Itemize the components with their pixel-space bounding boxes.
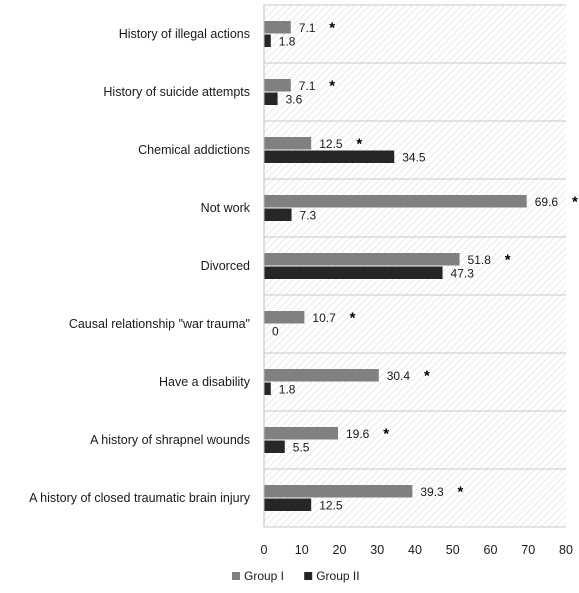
group-i-bar bbox=[264, 485, 413, 498]
category-label: Not work bbox=[201, 201, 251, 215]
x-tick-label: 30 bbox=[370, 543, 384, 557]
category-label: History of illegal actions bbox=[119, 27, 250, 41]
group-i-value-label: 51.8 bbox=[468, 253, 492, 267]
x-tick-label: 0 bbox=[261, 543, 268, 557]
category-label: Have a disability bbox=[159, 375, 251, 389]
group-ii-bar bbox=[264, 92, 278, 105]
category-label: A history of closed traumatic brain inju… bbox=[29, 491, 251, 505]
category-label: Divorced bbox=[201, 259, 250, 273]
group-i-value-label: 19.6 bbox=[346, 427, 370, 441]
category-label: A history of shrapnel wounds bbox=[90, 433, 250, 447]
x-tick-label: 80 bbox=[559, 543, 573, 557]
group-i-bar bbox=[264, 253, 460, 266]
group-ii-legend-label: Group II bbox=[316, 569, 359, 583]
group-i-value-label: 39.3 bbox=[420, 485, 444, 499]
group-i-legend-swatch bbox=[232, 572, 240, 580]
group-ii-value-label: 0 bbox=[272, 325, 279, 339]
category-label: Chemical addictions bbox=[138, 143, 250, 157]
group-ii-bar bbox=[264, 382, 271, 395]
x-tick-label: 10 bbox=[295, 543, 309, 557]
category-label: Causal relationship "war trauma" bbox=[69, 317, 250, 331]
group-i-bar bbox=[264, 369, 379, 382]
group-ii-value-label: 5.5 bbox=[293, 441, 310, 455]
significance-marker: * bbox=[424, 368, 430, 385]
x-tick-label: 40 bbox=[408, 543, 422, 557]
group-i-value-label: 10.7 bbox=[312, 311, 336, 325]
significance-marker: * bbox=[329, 20, 335, 37]
x-tick-label: 20 bbox=[333, 543, 347, 557]
group-ii-value-label: 47.3 bbox=[451, 267, 475, 281]
x-tick-label: 70 bbox=[521, 543, 535, 557]
group-ii-bar bbox=[264, 266, 443, 279]
plot-area-background bbox=[264, 5, 566, 527]
group-ii-bar bbox=[264, 498, 312, 511]
group-ii-value-label: 7.3 bbox=[300, 209, 317, 223]
group-i-value-label: 30.4 bbox=[387, 369, 411, 383]
x-tick-label: 50 bbox=[446, 543, 460, 557]
group-ii-legend-swatch bbox=[304, 572, 313, 580]
group-i-bar bbox=[264, 195, 527, 208]
significance-marker: * bbox=[458, 484, 464, 501]
significance-marker: * bbox=[505, 252, 511, 269]
group-ii-bar bbox=[264, 34, 271, 47]
group-i-bar bbox=[264, 427, 338, 440]
group-ii-bar bbox=[264, 150, 395, 163]
significance-marker: * bbox=[356, 136, 362, 153]
group-ii-bar bbox=[264, 208, 292, 221]
x-tick-label: 60 bbox=[484, 543, 498, 557]
significance-marker: * bbox=[572, 194, 578, 211]
group-i-bar bbox=[264, 311, 305, 324]
group-ii-value-label: 12.5 bbox=[319, 499, 343, 513]
group-i-bar bbox=[264, 21, 291, 34]
group-i-value-label: 7.1 bbox=[299, 21, 316, 35]
group-i-value-label: 7.1 bbox=[299, 79, 316, 93]
significance-marker: * bbox=[329, 78, 335, 95]
group-i-bar bbox=[264, 79, 291, 92]
group-i-legend-label: Group I bbox=[244, 569, 284, 583]
group-i-bar bbox=[264, 137, 312, 150]
group-ii-value-label: 3.6 bbox=[286, 93, 303, 107]
group-ii-value-label: 1.8 bbox=[279, 383, 296, 397]
group-i-value-label: 12.5 bbox=[319, 137, 343, 151]
significance-marker: * bbox=[383, 426, 389, 443]
category-label: History of suicide attempts bbox=[103, 85, 250, 99]
group-ii-bar bbox=[264, 440, 285, 453]
significance-marker: * bbox=[350, 310, 356, 327]
group-i-value-label: 69.6 bbox=[535, 195, 559, 209]
group-ii-value-label: 34.5 bbox=[402, 151, 426, 165]
group-ii-value-label: 1.8 bbox=[279, 35, 296, 49]
